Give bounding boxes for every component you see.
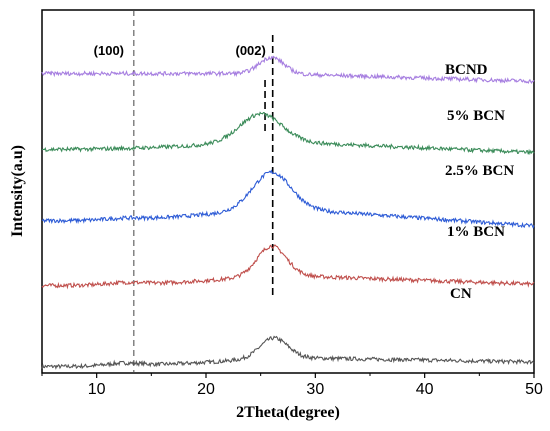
ref-label-002: (002)	[236, 43, 266, 58]
series-line	[41, 111, 535, 156]
y-axis-title: Intensity(a.u)	[9, 145, 26, 237]
series-layer	[41, 55, 535, 370]
reference-lines: (100) (002)	[94, 10, 274, 373]
x-tick-label: 20	[197, 381, 215, 398]
x-tick-label: 10	[88, 381, 106, 398]
x-tick-label: 30	[306, 381, 324, 398]
series-line	[41, 169, 535, 230]
series-line	[41, 55, 535, 85]
plot-frame	[41, 9, 535, 374]
x-axis-ticks: 10 20 30 40 50	[41, 373, 543, 398]
series-line	[41, 335, 535, 370]
x-tick-label: 40	[416, 381, 434, 398]
series-label: 1% BCN	[447, 224, 505, 240]
series-line	[41, 244, 535, 290]
series-label: 2.5% BCN	[445, 163, 514, 179]
series-label: BCND	[445, 62, 488, 78]
x-tick-label: 50	[525, 381, 543, 398]
series-label: 5% BCN	[447, 108, 505, 124]
series-labels: CN 1% BCN 2.5% BCN 5% BCN BCND	[445, 62, 514, 302]
ref-label-100: (100)	[94, 43, 124, 58]
x-axis-title: 2Theta(degree)	[236, 404, 340, 421]
series-label: CN	[450, 286, 472, 302]
